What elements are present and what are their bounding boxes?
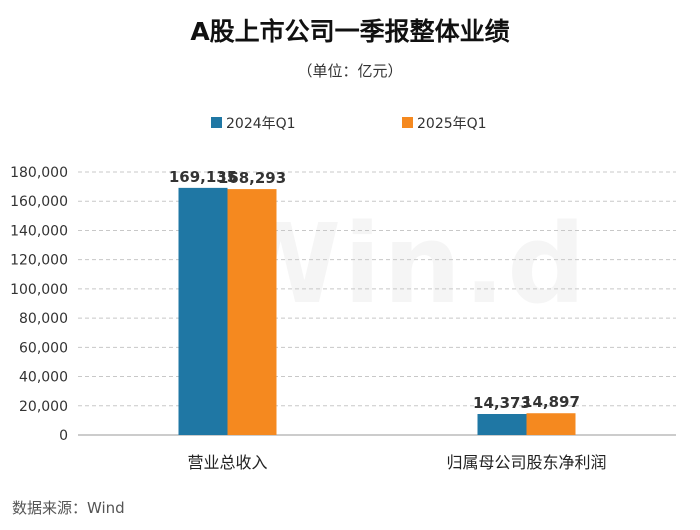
chart-title: A股上市公司一季报整体业绩: [190, 17, 510, 46]
legend-label: 2024年Q1: [226, 116, 296, 132]
data-label: 14,373: [473, 394, 531, 412]
y-tick-label: 160,000: [10, 194, 68, 210]
y-tick-label: 140,000: [10, 223, 68, 239]
bar: [477, 413, 527, 435]
bar: [526, 413, 576, 435]
y-tick-label: 0: [59, 428, 68, 444]
legend-swatch: [211, 117, 222, 128]
y-tick-label: 120,000: [10, 253, 68, 269]
y-tick-label: 80,000: [19, 311, 68, 327]
bar: [227, 189, 277, 435]
x-tick-label: 营业总收入: [187, 453, 267, 472]
legend-swatch: [402, 117, 413, 128]
data-label: 168,293: [218, 169, 286, 187]
legend-label: 2025年Q1: [417, 116, 487, 132]
data-label: 14,897: [522, 393, 580, 411]
unit-label: （单位：亿元）: [297, 62, 403, 80]
source-note: 数据来源：Wind: [12, 499, 125, 517]
bar: [178, 187, 228, 435]
x-tick-label: 归属母公司股东净利润: [446, 453, 606, 472]
y-tick-label: 60,000: [19, 340, 68, 356]
data-label: 169,135: [169, 168, 237, 186]
watermark: Win.d: [220, 200, 588, 328]
y-tick-label: 180,000: [10, 165, 68, 181]
y-tick-label: 20,000: [19, 399, 68, 415]
y-tick-label: 100,000: [10, 282, 68, 298]
y-tick-label: 40,000: [19, 370, 68, 386]
